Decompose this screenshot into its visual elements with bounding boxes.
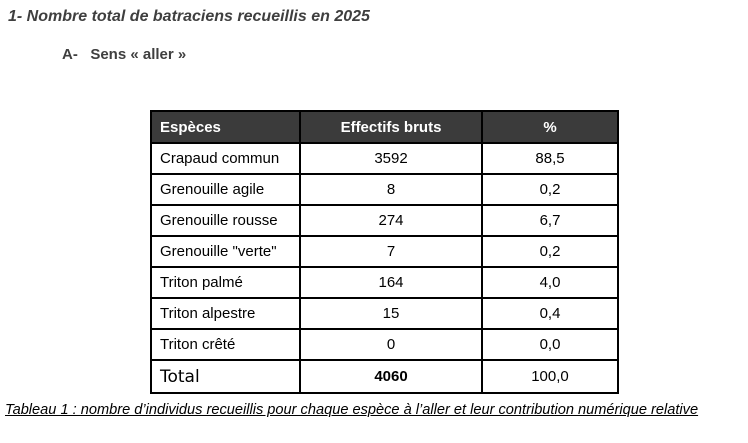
table-caption: Tableau 1 : nombre d’individus recueilli… — [5, 402, 699, 418]
percent-cell: 0,4 — [481, 297, 619, 330]
count-cell: 8 — [299, 173, 483, 206]
percent-cell: 0,2 — [481, 235, 619, 268]
column-header-especes: Espèces — [150, 110, 301, 144]
percent-cell: 88,5 — [481, 142, 619, 175]
total-percent-cell: 100,0 — [481, 359, 619, 394]
species-cell: Triton crêté — [150, 328, 301, 361]
count-cell: 0 — [299, 328, 483, 361]
table-row: Grenouille "verte" 7 0,2 — [150, 235, 619, 268]
table-row: Triton crêté 0 0,0 — [150, 328, 619, 361]
species-table: Espèces Effectifs bruts % Crapaud commun… — [150, 110, 619, 394]
count-cell: 274 — [299, 204, 483, 237]
species-table-container: Espèces Effectifs bruts % Crapaud commun… — [150, 110, 619, 394]
total-count-cell: 4060 — [299, 359, 483, 394]
percent-cell: 0,0 — [481, 328, 619, 361]
species-cell: Triton alpestre — [150, 297, 301, 330]
percent-cell: 6,7 — [481, 204, 619, 237]
section-heading-sens-aller: A- Sens « aller » — [62, 46, 187, 63]
count-cell: 164 — [299, 266, 483, 299]
page-title: 1- Nombre total de batraciens recueillis… — [8, 8, 370, 25]
total-label-cell: Total — [150, 359, 301, 394]
count-cell: 3592 — [299, 142, 483, 175]
species-cell: Grenouille agile — [150, 173, 301, 206]
count-cell: 7 — [299, 235, 483, 268]
species-cell: Triton palmé — [150, 266, 301, 299]
column-header-percent: % — [481, 110, 619, 144]
table-row: Triton palmé 164 4,0 — [150, 266, 619, 299]
percent-cell: 0,2 — [481, 173, 619, 206]
table-row: Triton alpestre 15 0,4 — [150, 297, 619, 330]
table-header-row: Espèces Effectifs bruts % — [150, 110, 619, 144]
table-total-row: Total 4060 100,0 — [150, 359, 619, 394]
count-cell: 15 — [299, 297, 483, 330]
species-cell: Crapaud commun — [150, 142, 301, 175]
species-cell: Grenouille rousse — [150, 204, 301, 237]
species-cell: Grenouille "verte" — [150, 235, 301, 268]
table-row: Grenouille rousse 274 6,7 — [150, 204, 619, 237]
table-row: Grenouille agile 8 0,2 — [150, 173, 619, 206]
percent-cell: 4,0 — [481, 266, 619, 299]
column-header-effectifs-bruts: Effectifs bruts — [299, 110, 483, 144]
table-row: Crapaud commun 3592 88,5 — [150, 142, 619, 175]
